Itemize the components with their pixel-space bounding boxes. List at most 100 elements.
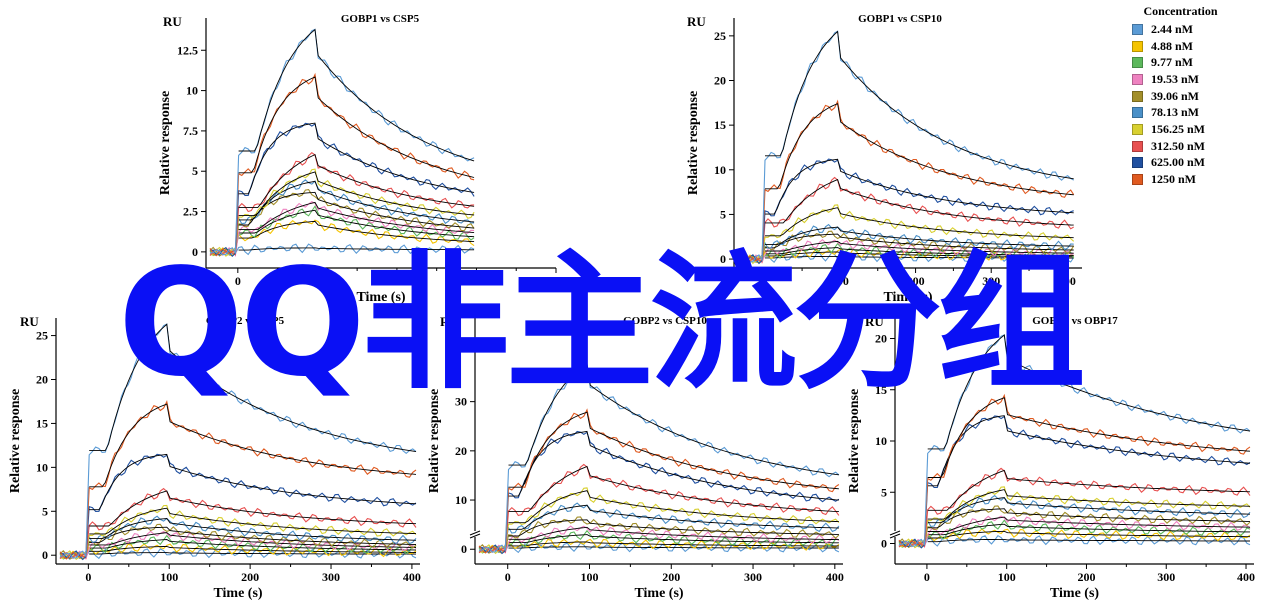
x-tick-label: 300: [982, 274, 1000, 288]
legend-label: 39.06 nM: [1151, 88, 1199, 103]
data-series-line: [59, 400, 417, 560]
legend-entries: 2.44 nM 4.88 nM 9.77 nM 19.53 nM 39.06 nM 78.…: [1118, 21, 1263, 188]
fit-line: [89, 552, 416, 555]
chart-title: GOBP2 vs CSP5: [206, 315, 285, 327]
y-tick-label: 20: [36, 373, 48, 387]
fit-line: [508, 363, 839, 476]
y-tick-label: 10: [36, 460, 48, 474]
fit-line: [508, 430, 839, 501]
fit-line: [89, 539, 417, 551]
x-tick-label: 200: [662, 570, 680, 584]
x-axis-label: Time (s): [356, 290, 405, 305]
x-tick-label: 200: [241, 570, 259, 584]
axis-break-mark: [889, 530, 901, 536]
data-series-line: [737, 204, 1075, 265]
fit-line: [927, 334, 1251, 450]
fit-line: [238, 220, 475, 243]
y-tick-label: 7.5: [183, 124, 198, 138]
fit-line: [89, 507, 417, 535]
y-tick-label: 30: [455, 395, 467, 409]
y-unit-label: RU: [687, 14, 706, 29]
legend: Concentration 2.44 nM 4.88 nM 9.77 nM 19.53…: [1118, 4, 1263, 188]
data-series-line: [59, 515, 417, 559]
y-tick-label: 10: [875, 434, 887, 448]
y-tick-label: 10: [714, 163, 726, 177]
data-series-line: [209, 201, 475, 257]
chart-title: GOBP1 vs CSP5: [341, 13, 420, 25]
legend-label: 19.53 nM: [1151, 71, 1199, 86]
legend-swatch: [1132, 140, 1143, 152]
chart-panel: 0 2.5 5 7.5 10 12.5 0 100 200 300 400 GOBP1 vs CSP5…: [158, 13, 565, 305]
axis-break-mark: [469, 533, 481, 539]
fit-line: [89, 490, 417, 527]
y-tick-label: 0: [192, 245, 198, 259]
y-tick-label: 5: [192, 164, 198, 178]
fit-line: [927, 497, 1251, 524]
axis-break-mark: [889, 533, 901, 539]
axis-break-gap: [470, 531, 480, 537]
x-tick-label: 300: [1157, 570, 1175, 584]
x-tick-label: 300: [322, 570, 340, 584]
fit-line: [508, 504, 839, 530]
x-tick-label: 100: [160, 570, 178, 584]
legend-swatch: [1132, 40, 1143, 52]
legend-entry: 1250 nM: [1118, 171, 1263, 188]
x-tick-label: 200: [388, 274, 406, 288]
legend-entry: 625.00 nM: [1118, 155, 1263, 172]
y-tick-label: 15: [714, 118, 726, 132]
fit-line: [238, 28, 475, 162]
fit-line: [927, 397, 1251, 478]
y-axis-label: Relative response: [8, 389, 23, 493]
legend-entry: 156.25 nM: [1118, 121, 1263, 138]
x-tick-label: 0: [924, 570, 930, 584]
y-tick-label: 10: [455, 493, 467, 507]
legend-entry: 78.13 nM: [1118, 104, 1263, 121]
fit-line: [765, 233, 1074, 251]
data-series-line: [209, 168, 475, 257]
legend-label: 312.50 nM: [1151, 138, 1205, 153]
data-series-line: [59, 543, 417, 560]
fit-line: [238, 171, 475, 217]
fit-line: [508, 541, 839, 547]
y-tick-label: 20: [455, 444, 467, 458]
y-unit-label: RU: [20, 314, 39, 329]
fit-line: [927, 489, 1251, 520]
x-tick-label: 0: [235, 274, 241, 288]
data-series-line: [898, 486, 1251, 549]
y-unit-label: RU: [865, 314, 884, 329]
legend-label: 4.88 nM: [1151, 38, 1193, 53]
x-axis-label: Time (s): [213, 586, 262, 601]
x-tick-label: 300: [467, 274, 485, 288]
fit-line: [238, 76, 475, 178]
axis-break-mark: [469, 530, 481, 536]
fit-line: [238, 247, 475, 251]
data-series-line: [59, 530, 417, 560]
y-tick-label: 2.5: [183, 205, 198, 219]
legend-swatch: [1132, 107, 1143, 119]
y-axis-label: Relative response: [847, 389, 862, 493]
legend-label: 1250 nM: [1151, 172, 1196, 187]
data-series-line: [737, 238, 1074, 264]
y-tick-label: 0: [881, 537, 887, 551]
data-series-line: [209, 243, 475, 256]
y-tick-label: 5: [720, 207, 726, 221]
data-series-line: [209, 205, 475, 257]
legend-entry: 9.77 nM: [1118, 54, 1263, 71]
fit-line: [508, 534, 839, 544]
chart-title: GOBP2 vs CSP10: [623, 315, 707, 327]
y-tick-label: 12.5: [177, 43, 198, 57]
fit-line: [89, 518, 417, 541]
fit-line: [765, 207, 1074, 239]
x-tick-label: 400: [1058, 274, 1076, 288]
fit-line: [765, 226, 1074, 247]
y-tick-label: 5: [42, 504, 48, 518]
chart-title: GOBP2 vs OBP17: [1032, 315, 1118, 327]
data-series-line: [737, 251, 1075, 264]
fit-line: [765, 103, 1074, 196]
x-tick-label: 0: [85, 570, 91, 584]
y-tick-label: 25: [36, 329, 48, 343]
fit-line: [508, 546, 839, 549]
fit-line: [89, 403, 417, 488]
chart-panel: 0 5 10 15 20 25 0 100 200 300 400 GOBP1 vs CSP10 RU R…: [686, 13, 1082, 305]
